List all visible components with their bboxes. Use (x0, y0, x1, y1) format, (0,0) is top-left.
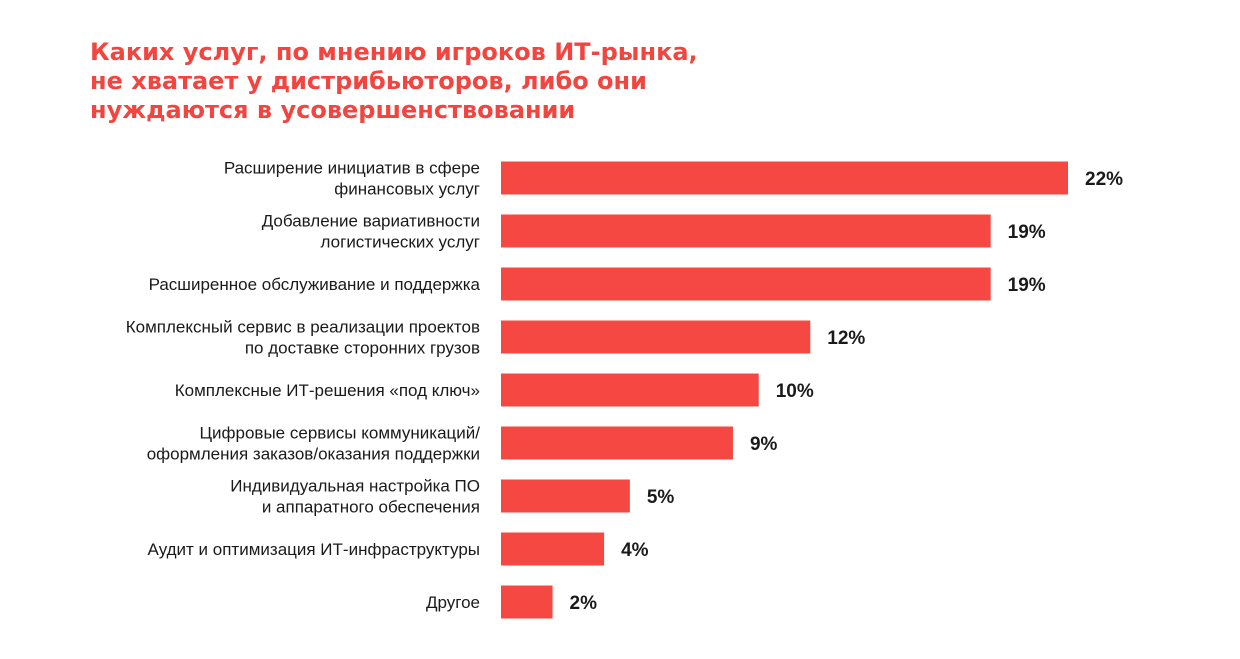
category-label-4-line-2: по доставке сторонних грузов (245, 339, 480, 358)
value-label-8: 4% (621, 540, 649, 561)
category-label-4-line-1: Комплексный сервис в реализации проектов (126, 318, 480, 337)
bar-7 (501, 479, 630, 513)
value-label-5: 10% (776, 381, 814, 402)
value-label-9: 2% (570, 593, 598, 614)
category-label-9-line-1: Другое (426, 593, 480, 612)
bar-9 (501, 585, 553, 619)
value-label-1: 22% (1085, 169, 1123, 190)
bar-2 (501, 214, 991, 248)
chart-title-line-2: не хватает у дистрибьюторов, либо они (90, 67, 647, 95)
bar-4 (501, 320, 811, 354)
value-label-3: 19% (1008, 275, 1046, 296)
category-label-6-line-1: Цифровые сервисы коммуникаций/ (199, 424, 480, 443)
category-label-2-line-2: логистических услуг (321, 233, 480, 252)
bar-1 (501, 161, 1068, 195)
category-label-7-line-2: и аппаратного обеспечения (262, 498, 480, 517)
bar-5 (501, 373, 759, 407)
chart-title-line-3: нуждаются в усовершенствовании (90, 96, 576, 124)
category-label-3-line-1: Расширенное обслуживание и поддержка (149, 275, 481, 294)
bar-8 (501, 532, 605, 566)
category-label-5-line-1: Комплексные ИТ-решения «под ключ» (175, 381, 480, 400)
category-label-2-line-1: Добавление вариативности (262, 212, 480, 231)
category-label-1-line-2: финансовых услуг (334, 180, 480, 199)
category-label-6-line-2: оформления заказов/оказания поддержки (147, 445, 480, 464)
category-label-7-line-1: Индивидуальная настройка ПО (230, 477, 480, 496)
category-label-1-line-1: Расширение инициатив в сфере (224, 159, 480, 178)
bar-3 (501, 267, 991, 301)
chart-title: Каких услуг, по мнению игроков ИТ-рынка,… (90, 38, 790, 125)
category-label-8-line-1: Аудит и оптимизация ИТ-инфраструктуры (148, 540, 480, 559)
value-label-6: 9% (750, 434, 778, 455)
value-label-4: 12% (827, 328, 865, 349)
chart-title-line-1: Каких услуг, по мнению игроков ИТ-рынка, (90, 38, 698, 66)
value-label-2: 19% (1008, 222, 1046, 243)
value-label-7: 5% (647, 487, 675, 508)
bar-6 (501, 426, 733, 460)
